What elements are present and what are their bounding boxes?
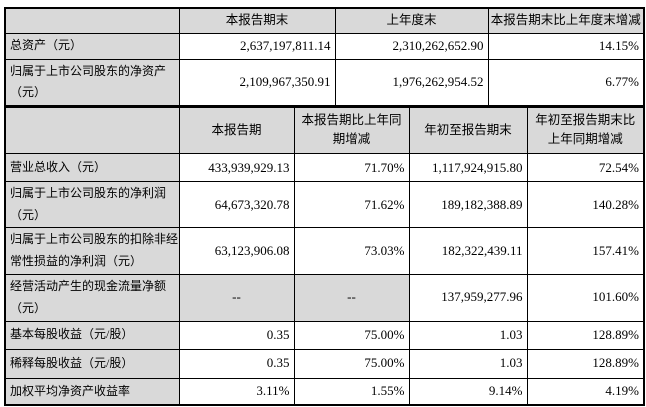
value-cell: 63,123,906.08: [178, 227, 295, 275]
col-header-change-vs-prior-year-end: 本报告期末比上年度末增减: [487, 7, 645, 34]
row-label: 归属于上市公司股东的净资产（元）: [4, 58, 180, 107]
value-cell: 157.41%: [526, 227, 645, 275]
value-cell-not-applicable: --: [178, 273, 295, 322]
col-header-change-vs-same-period: 本报告期比上年同期增减: [293, 106, 410, 155]
row-label: 稀释每股收益（元/股）: [4, 348, 180, 379]
table-row-net-profit: 归属于上市公司股东的净利润（元） 64,673,320.78 71.62% 18…: [4, 181, 645, 229]
corner-header-cell: [4, 7, 180, 34]
value-cell: 128.89%: [526, 348, 645, 379]
table-row-basic-eps: 基本每股收益（元/股） 0.35 75.00% 1.03 128.89%: [4, 320, 645, 350]
col-header-current-period-end: 本报告期末: [178, 7, 336, 34]
row-label: 营业总收入（元）: [4, 153, 180, 183]
value-cell: 1.03: [408, 348, 528, 379]
table-row-diluted-eps: 稀释每股收益（元/股） 0.35 75.00% 1.03 128.89%: [4, 348, 645, 379]
value-cell: 433,939,929.13: [178, 153, 295, 183]
col-header-prior-year-end: 上年度末: [334, 7, 489, 34]
row-label: 加权平均净资产收益率: [4, 377, 180, 406]
value-cell: 3.11%: [178, 377, 295, 406]
row-label: 总资产（元）: [4, 32, 180, 60]
value-cell: 101.60%: [526, 273, 645, 322]
value-cell: 64,673,320.78: [178, 181, 295, 229]
reporting-period-summary-table: 本报告期 本报告期比上年同期增减 年初至报告期末 年初至报告期末比上年同期增减 …: [4, 105, 645, 407]
table-row-operating-cash-flow: 经营活动产生的现金流量净额（元） -- -- 137,959,277.96 10…: [4, 273, 645, 322]
table-row-total-assets: 总资产（元） 2,637,197,811.14 2,310,262,652.90…: [4, 32, 645, 60]
table-row-total-revenue: 营业总收入（元） 433,939,929.13 71.70% 1,117,924…: [4, 153, 645, 183]
value-cell: 2,637,197,811.14: [178, 32, 336, 60]
value-cell: 128.89%: [526, 320, 645, 350]
row-label: 基本每股收益（元/股）: [4, 320, 180, 350]
value-cell: 71.70%: [293, 153, 410, 183]
value-cell: 6.77%: [487, 58, 645, 107]
col-header-current-period: 本报告期: [178, 106, 295, 155]
value-cell: 0.35: [178, 348, 295, 379]
value-cell: 2,109,967,350.91: [178, 58, 336, 107]
value-cell: 189,182,388.89: [408, 181, 528, 229]
value-cell: 75.00%: [293, 320, 410, 350]
value-cell: 140.28%: [526, 181, 645, 229]
row-label: 经营活动产生的现金流量净额（元）: [4, 273, 180, 322]
row-label: 归属于上市公司股东的净利润（元）: [4, 181, 180, 229]
value-cell: 72.54%: [526, 153, 645, 183]
value-cell: 1.03: [408, 320, 528, 350]
table-row-net-assets: 归属于上市公司股东的净资产（元） 2,109,967,350.91 1,976,…: [4, 58, 645, 107]
table-row-weighted-avg-roe: 加权平均净资产收益率 3.11% 1.55% 9.14% 4.19%: [4, 377, 645, 406]
table-row-net-profit-excl-nonrecurring: 归属于上市公司股东的扣除非经常性损益的净利润（元） 63,123,906.08 …: [4, 227, 645, 275]
row-label: 归属于上市公司股东的扣除非经常性损益的净利润（元）: [4, 227, 180, 275]
value-cell: 182,322,439.11: [408, 227, 528, 275]
value-cell: 0.35: [178, 320, 295, 350]
value-cell: 14.15%: [487, 32, 645, 60]
value-cell: 1.55%: [293, 377, 410, 406]
value-cell: 1,976,262,954.52: [334, 58, 489, 107]
value-cell: 73.03%: [293, 227, 410, 275]
col-header-year-to-date: 年初至报告期末: [408, 106, 528, 155]
table-header-row: 本报告期末 上年度末 本报告期末比上年度末增减: [4, 7, 645, 34]
value-cell: 2,310,262,652.90: [334, 32, 489, 60]
value-cell-not-applicable: --: [293, 273, 410, 322]
table-header-row: 本报告期 本报告期比上年同期增减 年初至报告期末 年初至报告期末比上年同期增减: [4, 106, 645, 155]
period-end-summary-table: 本报告期末 上年度末 本报告期末比上年度末增减 总资产（元） 2,637,197…: [4, 7, 645, 107]
value-cell: 71.62%: [293, 181, 410, 229]
value-cell: 75.00%: [293, 348, 410, 379]
value-cell: 1,117,924,915.80: [408, 153, 528, 183]
col-header-ytd-change-vs-same-period: 年初至报告期末比上年同期增减: [526, 106, 645, 155]
corner-header-cell: [4, 106, 180, 155]
value-cell: 4.19%: [526, 377, 645, 406]
value-cell: 137,959,277.96: [408, 273, 528, 322]
value-cell: 9.14%: [408, 377, 528, 406]
